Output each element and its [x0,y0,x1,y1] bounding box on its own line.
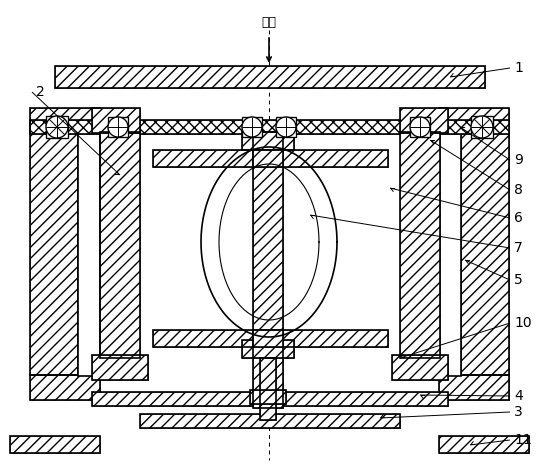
Bar [439,108,509,133]
Bar [153,150,388,167]
Bar [242,340,294,358]
Bar [242,132,294,150]
Bar [276,117,296,137]
Bar [400,108,448,133]
Bar [253,150,283,167]
Bar [153,150,388,167]
Bar [140,414,400,428]
Bar [242,132,294,150]
Bar [78,133,100,376]
Bar [30,375,100,400]
Bar [140,414,400,428]
Bar [78,133,100,376]
Bar [439,436,529,453]
Bar [260,358,276,420]
Bar [92,108,140,133]
Bar [108,117,128,137]
Text: 4: 4 [514,389,523,403]
Bar [78,133,461,401]
Text: 7: 7 [514,241,523,255]
Text: 3: 3 [514,405,523,419]
Text: 10: 10 [514,316,531,330]
Bar [253,132,283,408]
Bar [392,355,448,380]
Text: 8: 8 [514,183,523,197]
Bar [253,150,283,167]
Bar [253,150,283,167]
Bar [30,120,509,134]
Bar [253,330,283,347]
Bar [471,116,493,138]
Bar [253,132,283,408]
Bar [400,108,448,133]
Bar [30,132,78,375]
Text: 6: 6 [514,211,523,225]
Bar [439,375,509,400]
Bar [30,108,100,133]
Bar [100,132,140,358]
Bar [92,355,148,380]
Bar [140,167,400,330]
Bar [439,375,509,400]
Text: 5: 5 [514,273,523,287]
Bar [260,358,276,420]
Bar [30,120,509,134]
Bar [30,108,100,133]
Bar [55,66,485,88]
Bar [439,108,509,133]
Circle shape [108,117,128,137]
Circle shape [242,117,262,137]
Bar [253,330,283,347]
Bar [46,116,68,138]
Bar [92,392,448,406]
Text: 9: 9 [514,153,523,167]
Bar [400,132,440,358]
Bar [250,390,286,404]
Bar [439,133,461,376]
Bar [30,132,78,375]
Bar [250,390,286,404]
Circle shape [410,117,430,137]
Circle shape [276,117,296,137]
Bar [400,132,440,358]
Bar [10,436,100,453]
Bar [461,132,509,375]
Bar [92,392,448,406]
Bar [410,117,430,137]
Bar [461,132,509,375]
Text: 载荷: 载荷 [261,15,277,29]
Bar [253,330,283,347]
Circle shape [46,116,68,138]
Bar [92,108,140,133]
Bar [392,355,448,380]
Bar [55,66,485,88]
Text: 11: 11 [514,433,532,447]
Text: 1: 1 [514,61,523,75]
Bar [153,330,388,347]
Bar [153,330,388,347]
Bar [100,132,140,358]
Bar [242,117,262,137]
Circle shape [471,116,493,138]
Bar [92,355,148,380]
Bar [439,133,461,376]
Text: 2: 2 [36,85,45,99]
Bar [30,375,100,400]
Bar [439,436,529,453]
Bar [242,340,294,358]
Bar [10,436,100,453]
